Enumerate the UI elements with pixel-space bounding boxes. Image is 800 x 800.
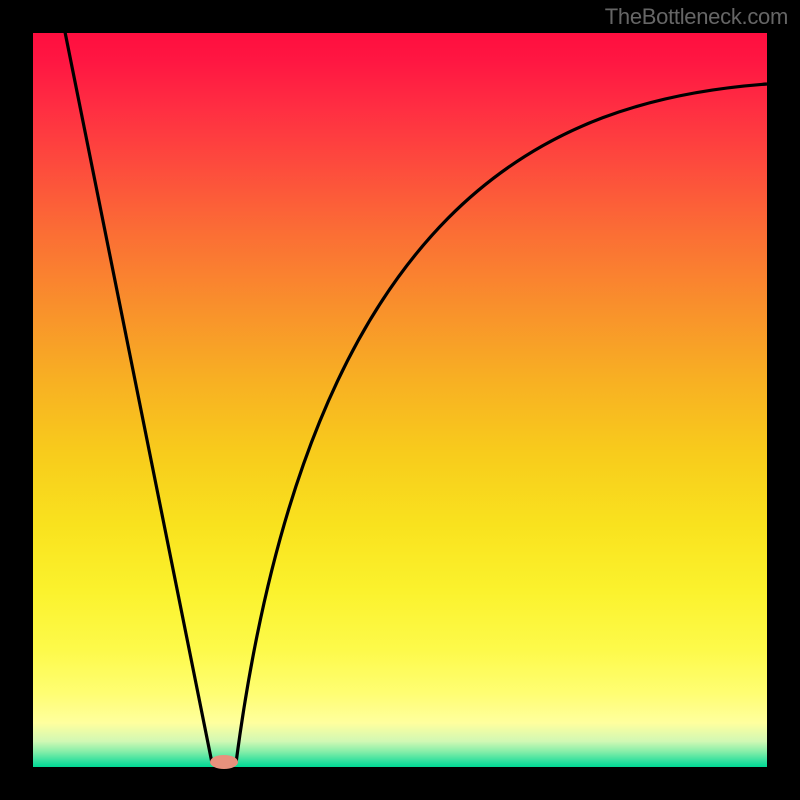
plot-background	[33, 33, 767, 767]
optimum-marker	[210, 755, 238, 769]
bottleneck-chart	[0, 0, 800, 800]
chart-container: TheBottleneck.com	[0, 0, 800, 800]
watermark-text: TheBottleneck.com	[605, 4, 788, 30]
